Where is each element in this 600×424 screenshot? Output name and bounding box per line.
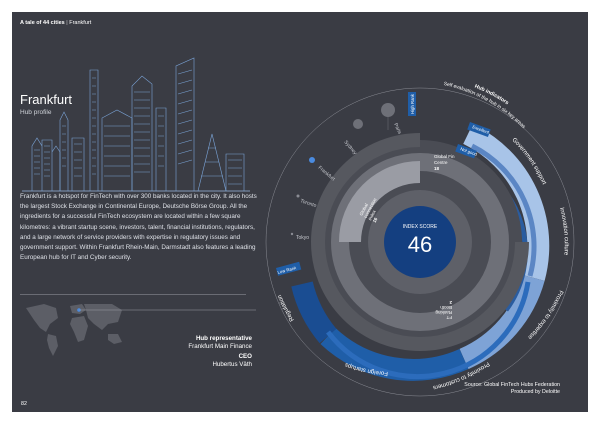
ceo-name: Hubertus Väth — [212, 360, 252, 368]
sydney-marker — [353, 119, 363, 129]
svg-text:Excellent: Excellent — [472, 124, 491, 135]
global-fin-centre-value: 18 — [434, 166, 440, 171]
ceo-label: CEO — [238, 353, 252, 360]
hub-representative-block: Hub representative Frankfurt Main Financ… — [132, 335, 252, 368]
frankfurt-marker — [309, 157, 315, 163]
paris-marker — [381, 103, 395, 117]
area-regulation: Regulation — [277, 294, 296, 322]
svg-text:Global: Global — [358, 203, 369, 217]
svg-text:Booth: Booth — [440, 305, 452, 310]
toronto-marker — [296, 194, 300, 198]
section-divider — [20, 294, 246, 295]
peer-city-toronto: Toronto — [299, 198, 317, 209]
svg-text:16: 16 — [372, 216, 379, 223]
svg-text:2: 2 — [449, 300, 452, 305]
page-title: Frankfurt — [20, 92, 73, 107]
peer-city-paris: Paris — [392, 122, 402, 135]
city-skyline-illustration — [22, 57, 250, 192]
world-map-icon — [26, 304, 122, 356]
tokyo-marker — [290, 232, 294, 236]
source-note: Source: Global FinTech Hubs Federation P… — [464, 382, 560, 396]
producer-line: Produced by Deloitte — [510, 389, 560, 395]
header-separator: | — [66, 20, 68, 26]
not-good-badge: Not good — [455, 144, 479, 159]
low-rank-badge: Low Rank — [276, 261, 302, 276]
svg-text:High Rank: High Rank — [410, 93, 415, 114]
source-line: Source: Global FinTech Hubs Federation — [464, 382, 560, 388]
page-header: A tale of 44 cities | Frankfurt — [20, 20, 91, 26]
representative-name: Frankfurt Main Finance — [188, 342, 252, 350]
report-series-title: A tale of 44 cities — [20, 20, 65, 26]
peer-city-tokyo: Tokyo — [296, 235, 309, 241]
index-score-label: INDEX SCORE — [403, 224, 438, 230]
peer-city-sydney: Sydney — [342, 139, 358, 156]
svg-text:FT: FT — [446, 315, 452, 320]
svg-text:Not good: Not good — [460, 146, 479, 157]
high-rank-badge: High Rank — [408, 92, 416, 116]
hub-indicators-chart: INDEX SCORE 46 Global Fin Centre 18 Glob… — [265, 81, 575, 397]
index-score-disc — [384, 206, 456, 278]
global-fin-centre-label-2: Centre — [434, 160, 448, 165]
excellent-badge: Excellent — [467, 122, 491, 138]
representative-label: Hub representative — [195, 335, 252, 342]
self-evaluation-ring — [291, 124, 550, 381]
header-city: Frankfurt — [69, 20, 92, 26]
global-fin-centre-label-1: Global Fin — [434, 154, 455, 159]
index-score-value: 46 — [408, 232, 432, 257]
fintech-ranking-labels: FT Ranking Booth 2 — [435, 300, 452, 320]
global-connection-ring — [339, 161, 421, 243]
area-innovation-culture: Innovation culture — [558, 207, 569, 256]
report-page: A tale of 44 cities | Frankfurt Frankfur… — [12, 12, 588, 412]
svg-text:index: index — [367, 209, 377, 222]
page-subtitle: Hub profile — [20, 109, 52, 116]
svg-text:Ranking: Ranking — [435, 310, 452, 315]
svg-text:Low Rank: Low Rank — [277, 265, 298, 275]
peer-city-frankfurt: Frankfurt — [317, 165, 337, 183]
page-number: 82 — [21, 401, 27, 407]
hub-description: Frankfurt is a hotspot for FinTech with … — [20, 193, 257, 262]
map-leader-line — [79, 309, 256, 311]
